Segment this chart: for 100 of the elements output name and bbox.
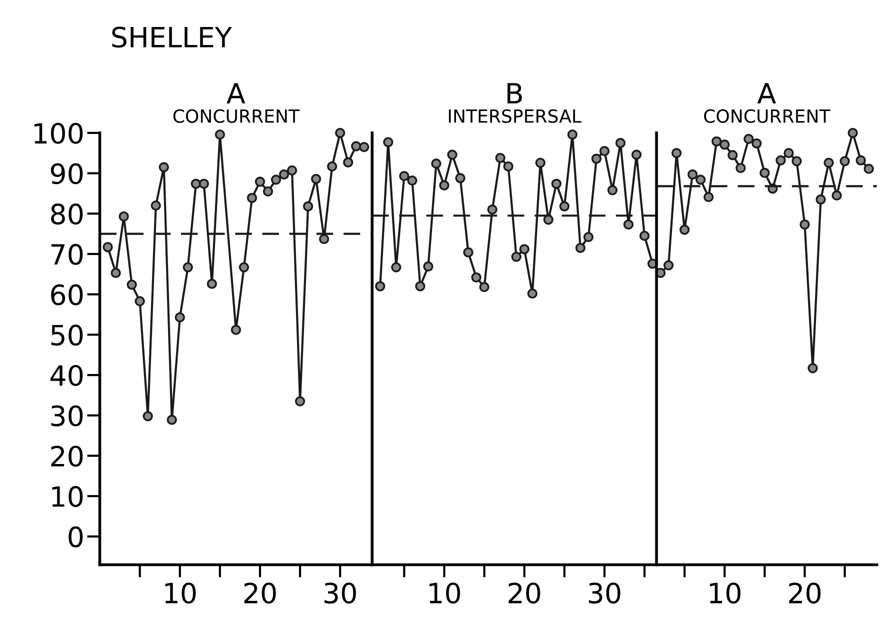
point	[391, 262, 402, 272]
y-tick-label: 80	[51, 204, 83, 225]
point	[663, 260, 674, 270]
point	[671, 148, 682, 158]
y-tick-label: 10	[52, 486, 83, 508]
chart-title: SHELLEY	[112, 26, 232, 48]
text: INTERSPERSAL	[448, 109, 582, 123]
point	[423, 261, 434, 272]
point	[808, 363, 818, 374]
point	[439, 180, 450, 190]
point	[744, 134, 754, 144]
point	[575, 242, 586, 253]
point	[639, 230, 650, 241]
point	[262, 186, 274, 196]
point	[511, 252, 522, 262]
point	[471, 272, 482, 282]
point	[246, 192, 258, 203]
point	[752, 138, 762, 148]
x-tick-label: 30	[588, 582, 620, 604]
point	[455, 173, 466, 184]
point	[182, 262, 193, 272]
point	[599, 146, 610, 156]
point	[856, 155, 866, 166]
point	[118, 211, 129, 222]
point	[302, 201, 314, 212]
point	[688, 169, 698, 180]
y-tick-label: 60	[51, 284, 83, 306]
point	[310, 174, 322, 184]
point	[126, 280, 137, 290]
point	[800, 219, 810, 230]
point	[254, 176, 266, 187]
point	[230, 324, 242, 335]
x-tick-label: 10	[710, 582, 740, 604]
point	[166, 414, 177, 425]
point	[110, 268, 121, 278]
text: CONCURRENT	[173, 109, 300, 123]
y-tick-label: 90	[50, 163, 83, 184]
point	[174, 312, 185, 322]
point	[615, 138, 626, 148]
point	[760, 168, 770, 178]
x-tick-label: 10	[165, 582, 196, 604]
point	[327, 161, 338, 172]
point	[190, 178, 201, 189]
point	[720, 140, 730, 150]
x-tick-label: 20	[789, 582, 821, 604]
point	[294, 396, 306, 406]
point	[206, 278, 217, 289]
point	[343, 157, 354, 168]
point	[696, 174, 706, 185]
text: A	[757, 83, 776, 104]
point	[415, 281, 426, 292]
point	[736, 162, 746, 174]
point	[375, 281, 386, 292]
x-tick-label: 10	[430, 582, 460, 604]
point	[776, 155, 786, 166]
point	[431, 158, 442, 169]
point	[214, 129, 226, 140]
point	[407, 175, 418, 186]
point	[519, 244, 530, 254]
y-tick-label: 70	[51, 244, 83, 265]
point	[399, 171, 410, 182]
point	[359, 142, 370, 152]
y-tick-label: 100	[34, 122, 83, 144]
point	[704, 192, 714, 202]
point	[198, 178, 209, 189]
point	[286, 165, 298, 176]
point	[792, 156, 802, 166]
point	[591, 154, 602, 164]
y-tick-label: 0	[68, 526, 83, 548]
y-tick-label: 40	[50, 364, 83, 386]
point	[142, 411, 153, 422]
point	[631, 150, 642, 160]
point	[479, 282, 490, 292]
point	[447, 150, 458, 160]
point	[463, 247, 474, 258]
point	[150, 200, 161, 211]
point	[487, 204, 498, 215]
point	[383, 137, 394, 148]
point	[134, 296, 145, 306]
point	[864, 164, 874, 174]
point	[158, 162, 169, 172]
point	[712, 136, 722, 146]
point	[335, 128, 346, 138]
point	[278, 169, 290, 180]
point	[102, 242, 113, 252]
point	[319, 234, 330, 244]
point	[351, 141, 362, 152]
point	[567, 129, 578, 140]
point	[607, 185, 618, 196]
point	[270, 174, 282, 185]
text: A	[226, 83, 246, 104]
text: B	[508, 83, 522, 104]
point	[551, 178, 562, 189]
point	[623, 219, 634, 230]
point	[527, 288, 538, 299]
point	[583, 232, 594, 242]
y-tick-label: 20	[51, 446, 83, 467]
point	[559, 201, 570, 212]
point	[816, 194, 826, 205]
point	[679, 224, 690, 235]
